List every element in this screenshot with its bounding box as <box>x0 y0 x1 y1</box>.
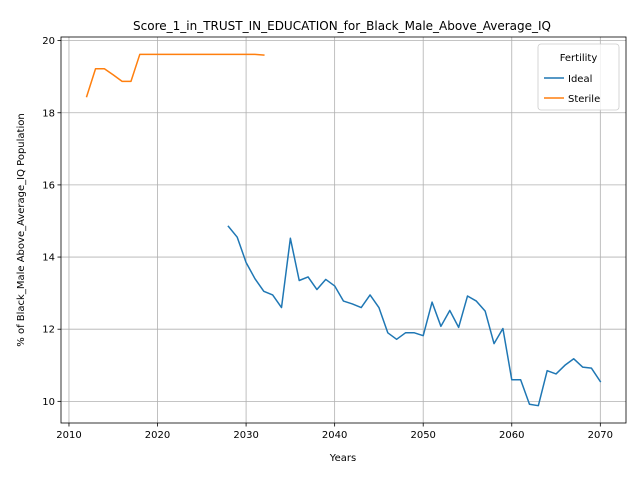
legend-title: Fertility <box>560 53 598 64</box>
x-tick-label: 2020 <box>145 430 170 441</box>
axis-ticks: 2010 2020 2030 2040 2050 2060 2070 10 12 14 16 18 20 <box>42 36 613 441</box>
x-tick-label: 2070 <box>588 430 613 441</box>
x-tick-label: 2060 <box>499 430 524 441</box>
plot-frame <box>60 36 627 424</box>
y-axis-label: % of Black_Male Above_Average_IQ Populat… <box>16 113 27 346</box>
series-line-sterile <box>85 53 265 98</box>
series-lines <box>85 53 602 407</box>
legend-box <box>537 43 620 111</box>
x-tick-label: 2030 <box>233 430 258 441</box>
legend: Fertility Ideal Sterile <box>537 43 620 111</box>
x-tick-label: 2050 <box>410 430 435 441</box>
y-tick-label: 14 <box>42 253 55 264</box>
y-tick-label: 10 <box>42 397 55 408</box>
y-tick-label: 18 <box>42 108 55 119</box>
y-tick-label: 16 <box>42 180 55 191</box>
chart-title: Score_1_in_TRUST_IN_EDUCATION_for_Black_… <box>133 19 551 33</box>
x-tick-label: 2010 <box>56 430 81 441</box>
grid <box>61 37 626 423</box>
legend-label-sterile: Sterile <box>568 94 600 105</box>
y-tick-label: 20 <box>42 36 55 47</box>
legend-label-ideal: Ideal <box>568 74 592 85</box>
x-tick-label: 2040 <box>322 430 347 441</box>
x-axis-label: Years <box>329 453 356 464</box>
series-line-ideal <box>227 225 602 407</box>
y-tick-label: 12 <box>42 325 55 336</box>
